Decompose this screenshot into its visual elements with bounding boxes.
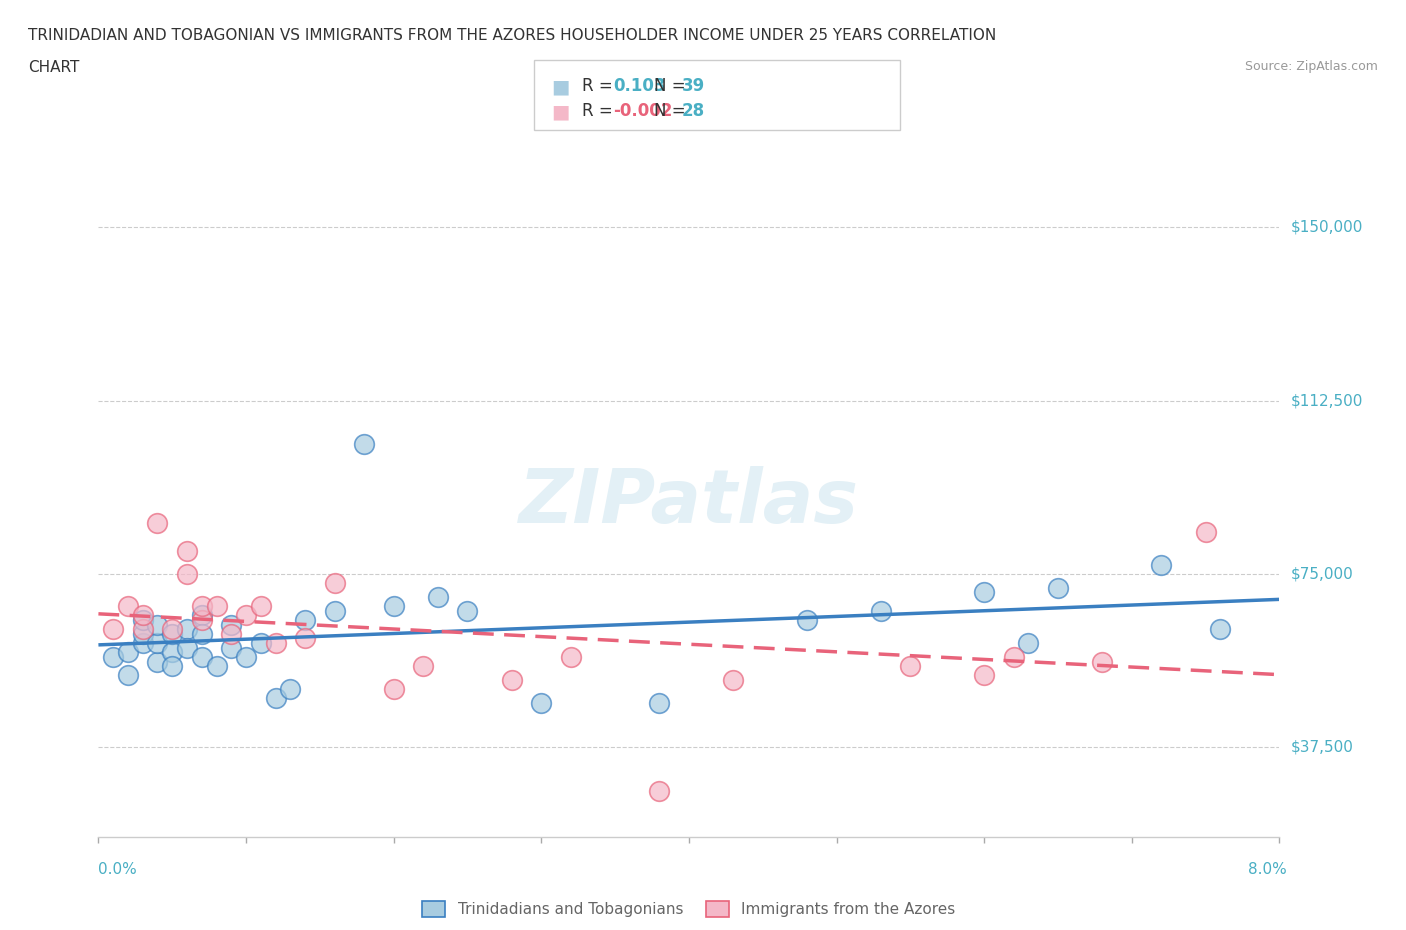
Text: R =: R = — [582, 102, 619, 120]
Legend: Trinidadians and Tobagonians, Immigrants from the Azores: Trinidadians and Tobagonians, Immigrants… — [416, 895, 962, 923]
Text: $112,500: $112,500 — [1291, 393, 1362, 408]
Text: 0.103: 0.103 — [613, 77, 665, 95]
Point — [294, 613, 316, 628]
Point — [648, 696, 671, 711]
Text: $75,000: $75,000 — [1291, 566, 1354, 581]
Point — [869, 604, 891, 618]
Point — [162, 644, 183, 659]
Point — [176, 640, 198, 655]
Point — [132, 613, 155, 628]
Point — [191, 613, 214, 628]
Text: -0.002: -0.002 — [613, 102, 672, 120]
Point — [323, 604, 346, 618]
Text: $37,500: $37,500 — [1291, 739, 1354, 754]
Point — [1002, 649, 1025, 664]
Point — [191, 608, 214, 623]
Point — [264, 691, 287, 706]
Text: ZIPatlas: ZIPatlas — [519, 466, 859, 538]
Text: Source: ZipAtlas.com: Source: ZipAtlas.com — [1244, 60, 1378, 73]
Point — [117, 668, 139, 683]
Point — [353, 437, 375, 452]
Point — [117, 599, 139, 614]
Point — [146, 635, 169, 650]
Point — [501, 672, 523, 687]
Point — [973, 585, 995, 600]
Point — [162, 622, 183, 637]
Point — [1091, 654, 1114, 669]
Point — [648, 783, 671, 798]
Point — [382, 682, 405, 697]
Point — [235, 649, 257, 664]
Point — [1017, 635, 1039, 650]
Point — [132, 622, 155, 637]
Text: $150,000: $150,000 — [1291, 219, 1362, 235]
Point — [176, 543, 198, 558]
Point — [1209, 622, 1232, 637]
Text: N =: N = — [654, 77, 690, 95]
Point — [456, 604, 478, 618]
Point — [1194, 525, 1216, 539]
Point — [250, 599, 273, 614]
Point — [1150, 557, 1173, 572]
Point — [382, 599, 405, 614]
Point — [530, 696, 553, 711]
Text: ■: ■ — [551, 77, 569, 96]
Point — [898, 658, 921, 673]
Text: N =: N = — [654, 102, 690, 120]
Text: CHART: CHART — [28, 60, 80, 75]
Point — [191, 649, 214, 664]
Point — [176, 566, 198, 581]
Point — [146, 654, 169, 669]
Text: 28: 28 — [682, 102, 704, 120]
Point — [132, 635, 155, 650]
Text: 0.0%: 0.0% — [98, 862, 138, 877]
Text: TRINIDADIAN AND TOBAGONIAN VS IMMIGRANTS FROM THE AZORES HOUSEHOLDER INCOME UNDE: TRINIDADIAN AND TOBAGONIAN VS IMMIGRANTS… — [28, 28, 997, 43]
Text: R =: R = — [582, 77, 619, 95]
Point — [205, 658, 228, 673]
Point — [132, 608, 155, 623]
Point — [132, 627, 155, 642]
Text: 39: 39 — [682, 77, 706, 95]
Text: ■: ■ — [551, 102, 569, 121]
Point — [412, 658, 434, 673]
Point — [323, 576, 346, 591]
Point — [162, 658, 183, 673]
Point — [796, 613, 818, 628]
Point — [973, 668, 995, 683]
Point — [1046, 580, 1069, 595]
Point — [219, 618, 242, 632]
Point — [191, 599, 214, 614]
Point — [146, 618, 169, 632]
Point — [721, 672, 744, 687]
Text: 8.0%: 8.0% — [1247, 862, 1286, 877]
Point — [278, 682, 301, 697]
Point — [250, 635, 273, 650]
Point — [264, 635, 287, 650]
Point — [117, 644, 139, 659]
Point — [294, 631, 316, 645]
Point — [205, 599, 228, 614]
Point — [103, 649, 124, 664]
Point — [219, 640, 242, 655]
Point — [103, 622, 124, 637]
Point — [235, 608, 257, 623]
Point — [146, 515, 169, 530]
Point — [191, 627, 214, 642]
Point — [560, 649, 582, 664]
Point — [162, 627, 183, 642]
Point — [219, 627, 242, 642]
Point — [426, 590, 449, 604]
Point — [176, 622, 198, 637]
